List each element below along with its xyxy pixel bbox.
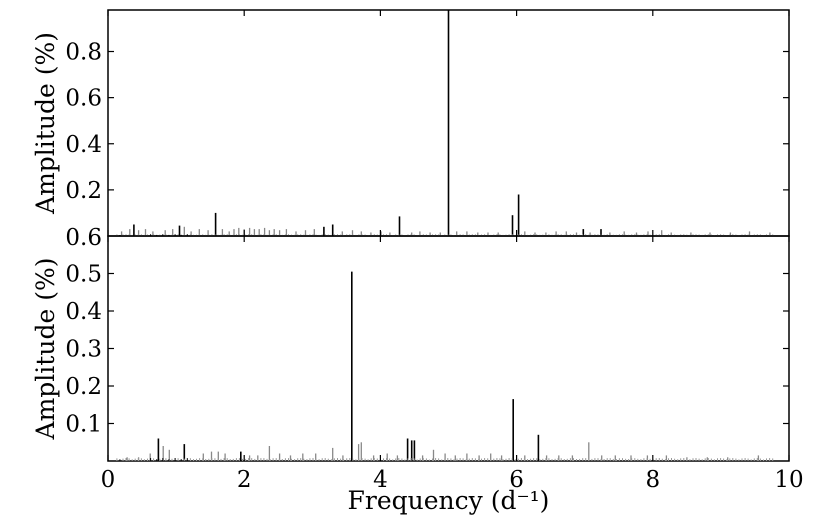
- bottom-ylabel: Amplitude (%): [31, 258, 60, 441]
- x-tick-label: 0: [101, 467, 116, 493]
- overlap-tick-label: 0.6: [65, 225, 102, 251]
- y-tick-label: 0.5: [65, 262, 102, 288]
- y-tick-label: 0.2: [65, 374, 102, 400]
- x-tick-label: 4: [373, 467, 388, 493]
- y-tick-label: 0.2: [65, 178, 102, 204]
- top-ylabel: Amplitude (%): [31, 32, 60, 215]
- x-tick-label: 8: [645, 467, 660, 493]
- y-tick-label: 0.6: [65, 86, 102, 112]
- y-tick-label: 0.4: [65, 132, 102, 158]
- top-panel: 0.2 0.4 0.6 0.8 0.6: [65, 9, 790, 251]
- y-tick-label: 0.4: [65, 299, 102, 325]
- bottom-panel-frame: [107, 235, 790, 462]
- y-tick-label: 0.8: [65, 40, 102, 66]
- y-tick-label: 0.1: [65, 412, 102, 438]
- x-axis-label: Frequency (d⁻¹): [348, 486, 550, 515]
- x-tick-label: 6: [509, 467, 524, 493]
- x-tick-label: 2: [237, 467, 252, 493]
- x-tick-label: 10: [774, 467, 803, 493]
- y-tick-label: 0.3: [65, 337, 102, 363]
- axis-labels: Amplitude (%) Amplitude (%) 0 2 4 6 8 10 Frequen…: [31, 32, 804, 515]
- bottom-panel: 0.1 0.2 0.3 0.4 0.5: [65, 235, 790, 462]
